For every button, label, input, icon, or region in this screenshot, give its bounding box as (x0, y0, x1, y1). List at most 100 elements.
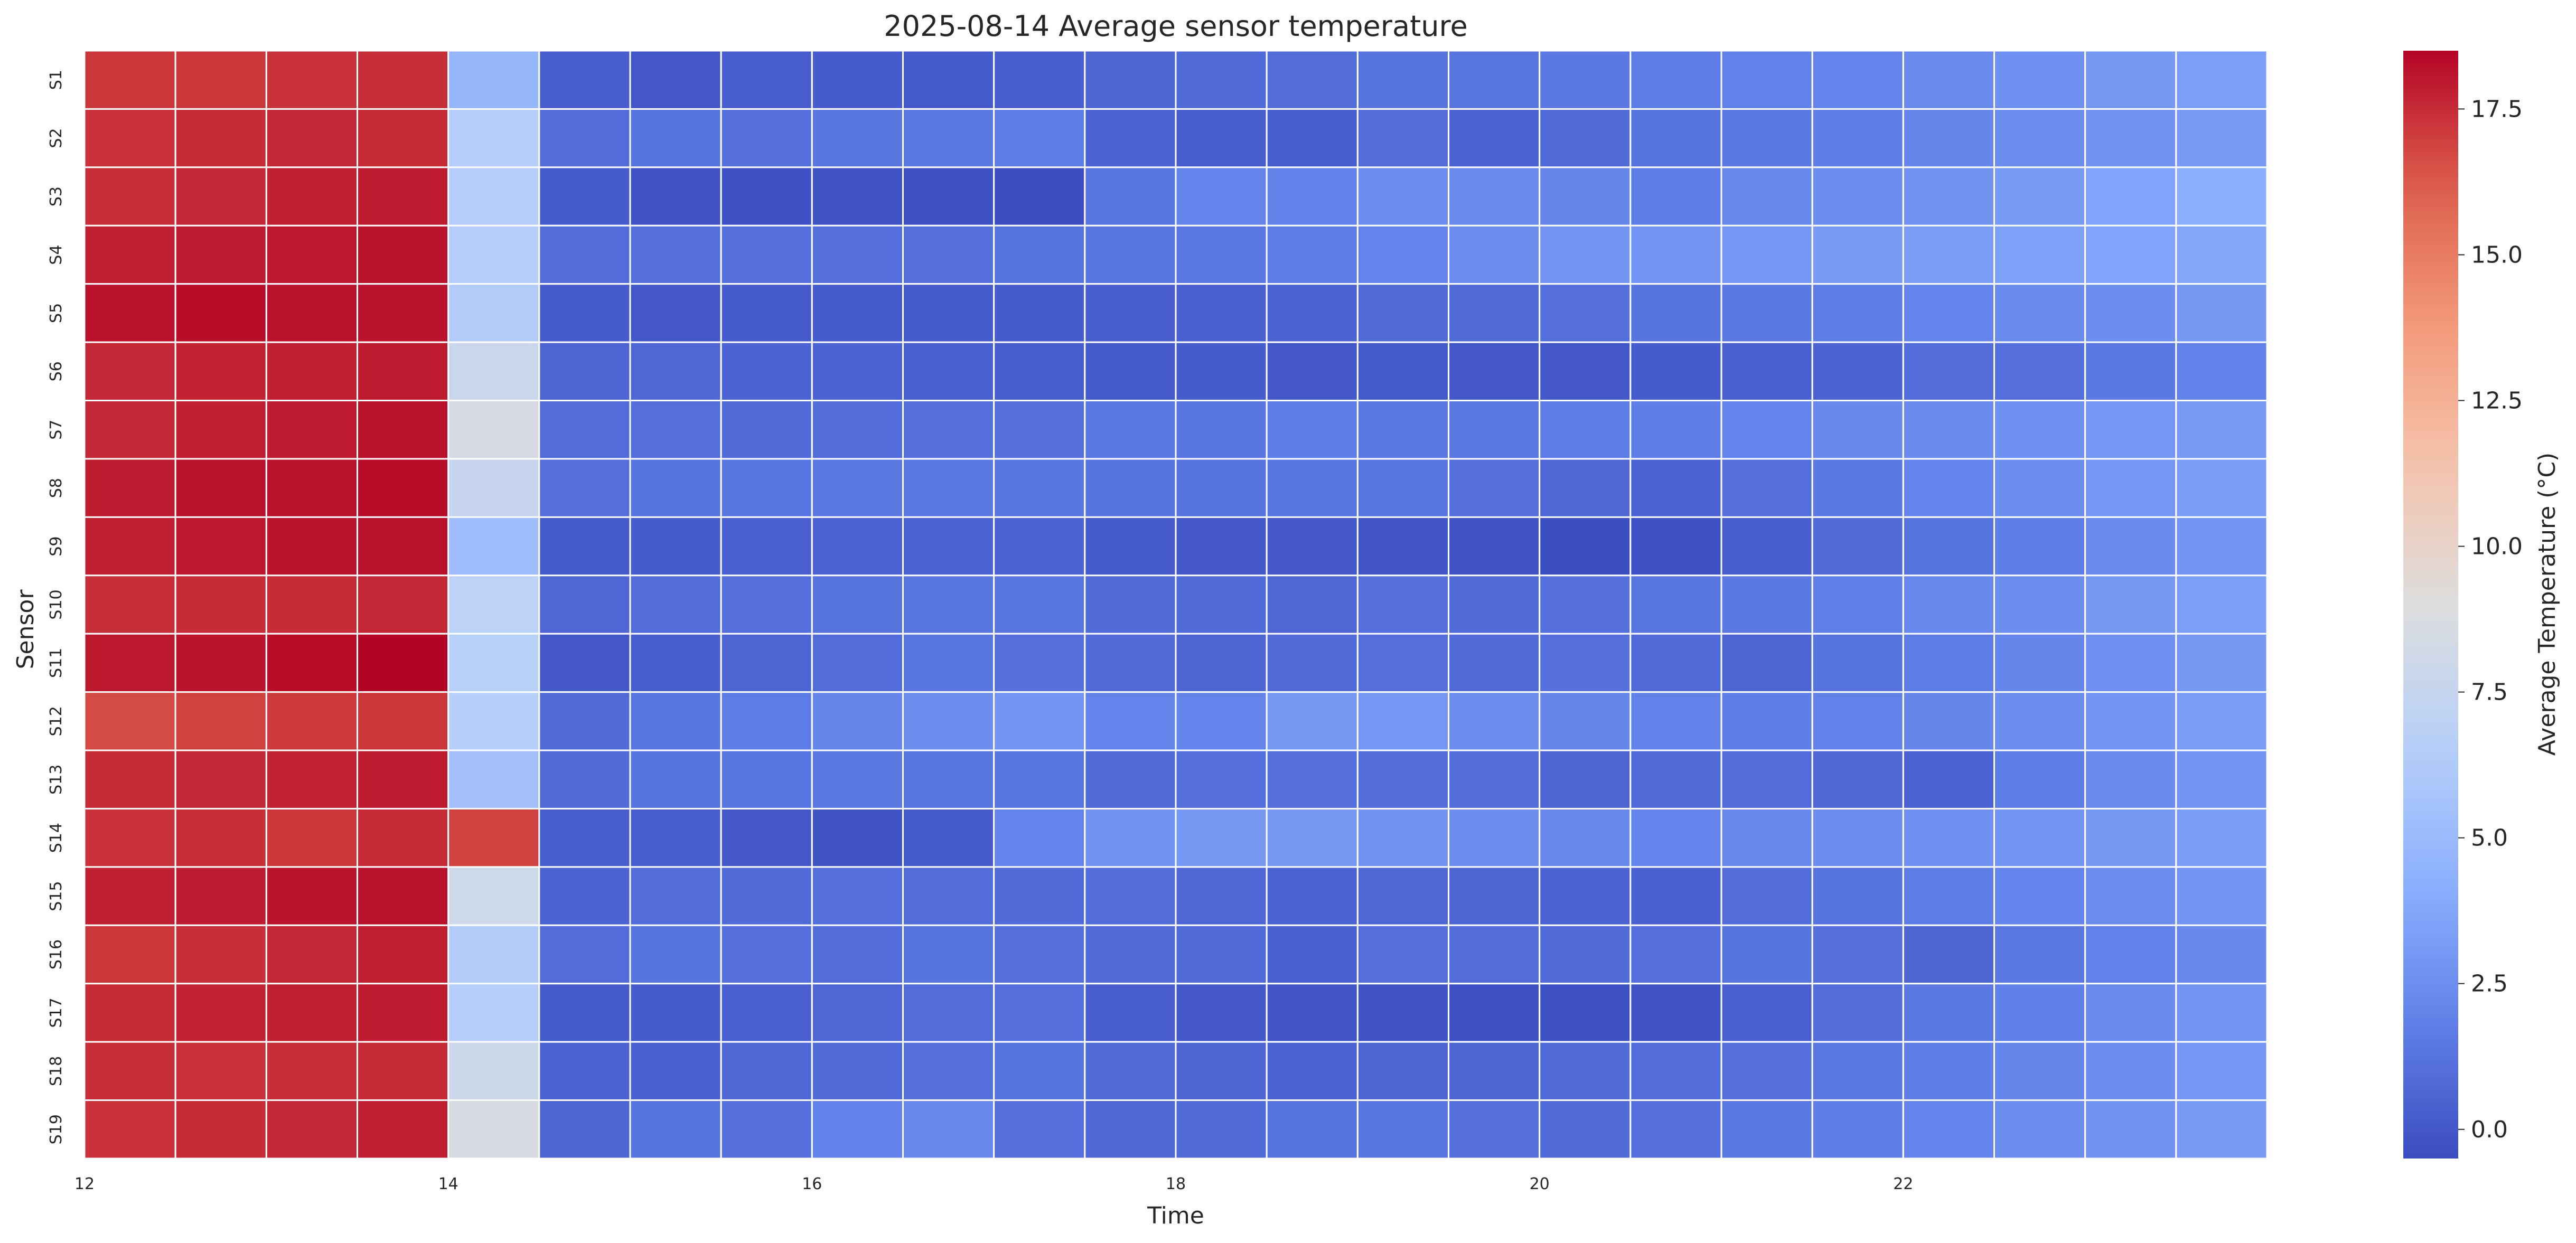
heatmap-cell (629, 283, 722, 343)
heatmap-cell (83, 1099, 176, 1160)
heatmap-cell (629, 1099, 722, 1160)
heatmap-cell (538, 1099, 631, 1160)
heatmap-cell (538, 224, 631, 285)
heatmap-cell (447, 924, 540, 985)
heatmap-cell (1448, 1099, 1541, 1160)
heatmap-cell (811, 283, 904, 343)
colorbar-tick-label: 2.5 (2471, 971, 2508, 997)
heatmap-cell (811, 807, 904, 868)
heatmap-cell (1084, 516, 1177, 577)
heatmap-cell (538, 633, 631, 693)
heatmap-cell (1356, 807, 1450, 868)
heatmap-cell (1720, 575, 1813, 635)
heatmap-cell (83, 866, 176, 926)
heatmap-cell (1629, 633, 1722, 693)
sensor-tick-label: S13 (47, 765, 65, 795)
heatmap-cell (83, 283, 176, 343)
heatmap-cell (174, 691, 267, 751)
heatmap-cell (1266, 516, 1359, 577)
heatmap-cell (1084, 866, 1177, 926)
heatmap-cell (2175, 108, 2268, 168)
heatmap-cell (1539, 983, 1632, 1043)
heatmap-cell (1993, 516, 2086, 577)
heatmap-cell (357, 1099, 449, 1160)
heatmap-cell (265, 691, 358, 751)
heatmap-cell (1993, 166, 2086, 227)
heatmap-cell (1356, 516, 1450, 577)
heatmap-cell (1084, 458, 1177, 518)
heatmap-cell (1448, 458, 1541, 518)
heatmap-cell (1629, 1099, 1722, 1160)
heatmap-cell (1175, 749, 1268, 809)
heatmap-cell (993, 1041, 1086, 1101)
heatmap-cell (265, 924, 358, 985)
heatmap-cell (1629, 1041, 1722, 1101)
heatmap-cell (811, 633, 904, 693)
heatmap-cell (993, 807, 1086, 868)
heatmap-cell (1266, 866, 1359, 926)
heatmap-cell (1266, 983, 1359, 1043)
heatmap-cell (1448, 50, 1541, 110)
heatmap-cell (1175, 224, 1268, 285)
sensor-tick-label: S9 (47, 536, 65, 557)
heatmap-cell (1084, 224, 1177, 285)
heatmap-cell (1448, 283, 1541, 343)
heatmap-cell (993, 1099, 1086, 1160)
heatmap-cell (720, 807, 813, 868)
heatmap-cell (629, 400, 722, 460)
heatmap-cell (2175, 983, 2268, 1043)
heatmap-cell (2084, 50, 2177, 110)
heatmap-cell (1811, 866, 1904, 926)
heatmap-cell (902, 575, 995, 635)
heatmap-cell (174, 108, 267, 168)
heatmap-cell (1356, 1099, 1450, 1160)
heatmap-cell (629, 983, 722, 1043)
heatmap-cell (811, 341, 904, 402)
heatmap-cell (1175, 516, 1268, 577)
heatmap-cell (83, 807, 176, 868)
heatmap-cell (1084, 166, 1177, 227)
heatmap-cell (357, 1041, 449, 1101)
heatmap-cell (902, 924, 995, 985)
heatmap-cell (1902, 866, 1996, 926)
heatmap-cell (1811, 575, 1904, 635)
heatmap-cell (1993, 1041, 2086, 1101)
heatmap-cell (538, 50, 631, 110)
heatmap-cell (1993, 50, 2086, 110)
heatmap-cell (2175, 224, 2268, 285)
heatmap-cell (1902, 749, 1996, 809)
heatmap-cell (1175, 1041, 1268, 1101)
heatmap-cell (357, 50, 449, 110)
heatmap-cell (2084, 1041, 2177, 1101)
heatmap-cell (1629, 924, 1722, 985)
heatmap-cell (357, 633, 449, 693)
heatmap-cell (2084, 166, 2177, 227)
sensor-tick-label: S6 (47, 361, 65, 381)
heatmap-cell (1356, 691, 1450, 751)
heatmap-cell (265, 400, 358, 460)
heatmap-cell (2084, 224, 2177, 285)
heatmap-cell (1539, 749, 1632, 809)
heatmap-cell (1084, 1041, 1177, 1101)
heatmap-cell (1720, 400, 1813, 460)
heatmap-cell (811, 1041, 904, 1101)
heatmap-cell (83, 166, 176, 227)
sensor-tick-label: S1 (47, 70, 65, 90)
heatmap-cell (174, 983, 267, 1043)
heatmap-cell (1448, 341, 1541, 402)
heatmap-cell (83, 691, 176, 751)
heatmap-cell (1811, 341, 1904, 402)
heatmap-cell (811, 749, 904, 809)
heatmap-cell (629, 924, 722, 985)
sensor-tick-label: S2 (47, 128, 65, 148)
heatmap-cell (1811, 749, 1904, 809)
heatmap-cell (2084, 400, 2177, 460)
heatmap-cell (357, 400, 449, 460)
heatmap-cell (447, 749, 540, 809)
colorbar-tick-label: 0.0 (2471, 1116, 2508, 1143)
heatmap-cell (1266, 575, 1359, 635)
heatmap-cell (357, 166, 449, 227)
heatmap-cell (1448, 924, 1541, 985)
heatmap-cell (538, 166, 631, 227)
heatmap-cell (1448, 866, 1541, 926)
